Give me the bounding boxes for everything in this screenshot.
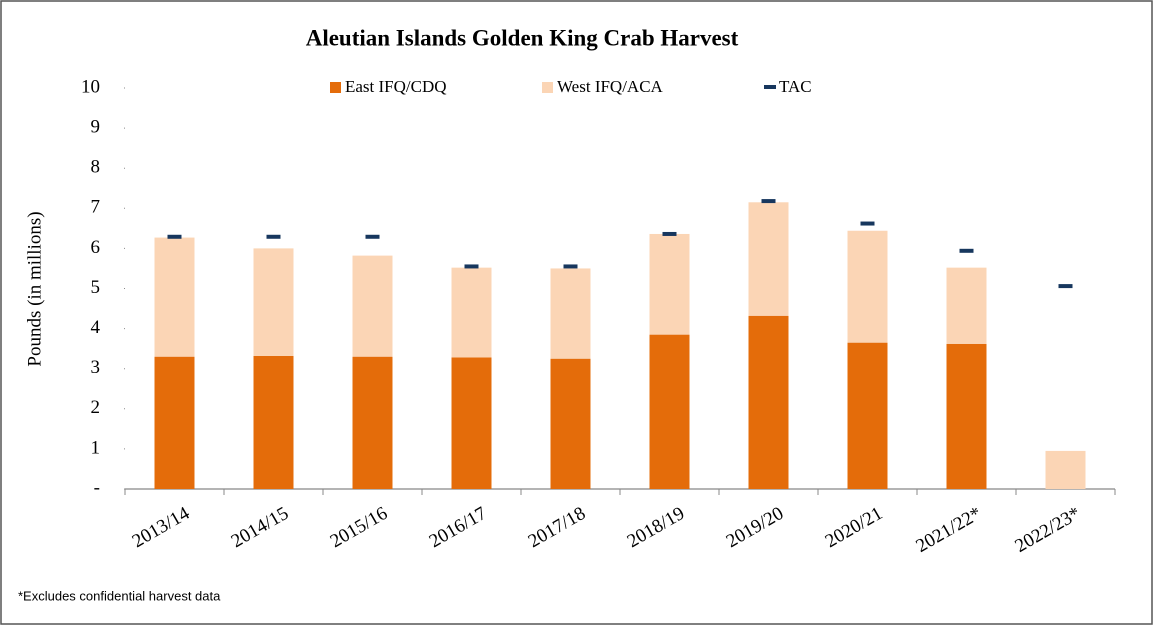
legend-label: West IFQ/ACA (557, 77, 664, 96)
y-tick-label: 7 (91, 197, 101, 218)
bar (352, 255, 393, 357)
bar (550, 268, 591, 359)
bar (253, 248, 294, 356)
bar (451, 267, 492, 358)
bar (649, 233, 690, 335)
footnote: *Excludes confidential harvest data (18, 588, 221, 603)
bar (946, 267, 987, 344)
y-axis-label: Pounds (in millions) (24, 211, 45, 366)
y-tick-label: 10 (81, 76, 100, 97)
bar (946, 343, 987, 489)
y-tick-label: 2 (91, 397, 101, 418)
y-tick-label: - (94, 477, 100, 498)
y-tick-label: 4 (91, 317, 101, 338)
y-tick-label: 8 (91, 157, 101, 178)
bar (649, 334, 690, 489)
bar (847, 230, 888, 343)
y-tick-label: 3 (91, 357, 101, 378)
bar (1045, 450, 1086, 489)
legend-swatch (542, 82, 553, 93)
bar (748, 202, 789, 316)
bar (352, 356, 393, 489)
legend-label: East IFQ/CDQ (345, 77, 447, 96)
bar (253, 355, 294, 489)
bar (154, 356, 195, 489)
bar (748, 315, 789, 489)
bar (847, 342, 888, 489)
y-tick-label: 1 (91, 437, 101, 458)
legend-label: TAC (779, 77, 812, 96)
y-tick-label: 6 (91, 237, 101, 258)
bar (451, 357, 492, 489)
y-tick-label: 9 (91, 116, 101, 137)
bar (550, 358, 591, 489)
chart-title: Aleutian Islands Golden King Crab Harves… (306, 25, 739, 50)
y-tick-label: 5 (91, 277, 101, 298)
legend-swatch (330, 82, 341, 93)
bar (154, 237, 195, 357)
